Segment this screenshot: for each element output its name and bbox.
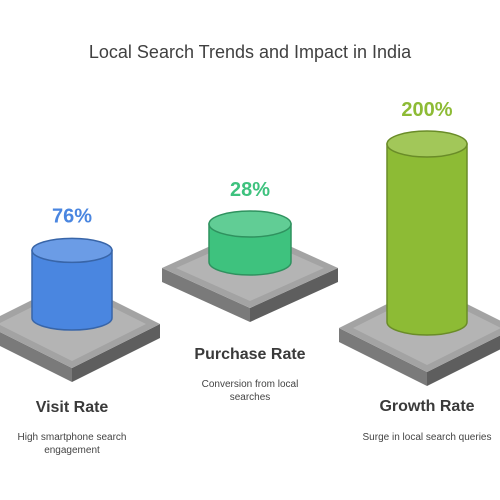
bar-growth-rate xyxy=(386,143,468,336)
platform-left-side xyxy=(339,328,427,386)
bar-top-growth-rate xyxy=(386,130,468,158)
chart-title: Local Search Trends and Impact in India xyxy=(89,42,412,62)
category-label: Visit Rate xyxy=(36,399,109,416)
category-description: High smartphone search xyxy=(18,432,127,443)
platform-right-side xyxy=(72,324,160,382)
category-label: Growth Rate xyxy=(379,398,474,415)
platform-right-side xyxy=(250,268,338,322)
bar-top-visit-rate xyxy=(31,237,113,264)
value-label: 200% xyxy=(401,99,452,121)
category-description: Surge in local search queries xyxy=(363,432,492,443)
platform-right-side xyxy=(427,335,500,386)
bars-group: 76% Visit Rate High smartphone search engag… xyxy=(0,99,500,456)
category-description: Conversion from local xyxy=(202,379,299,390)
category-description: searches xyxy=(230,392,271,403)
category-label: Purchase Rate xyxy=(194,346,305,363)
platform-left-side xyxy=(162,268,250,322)
platform-left-side xyxy=(0,332,72,382)
category-description: engagement xyxy=(44,445,100,456)
value-label: 76% xyxy=(52,205,92,227)
value-label: 28% xyxy=(230,179,270,201)
bar-top-purchase-rate xyxy=(208,210,292,238)
bar-purchase-rate xyxy=(208,223,292,276)
bar-visit-rate xyxy=(31,249,113,331)
